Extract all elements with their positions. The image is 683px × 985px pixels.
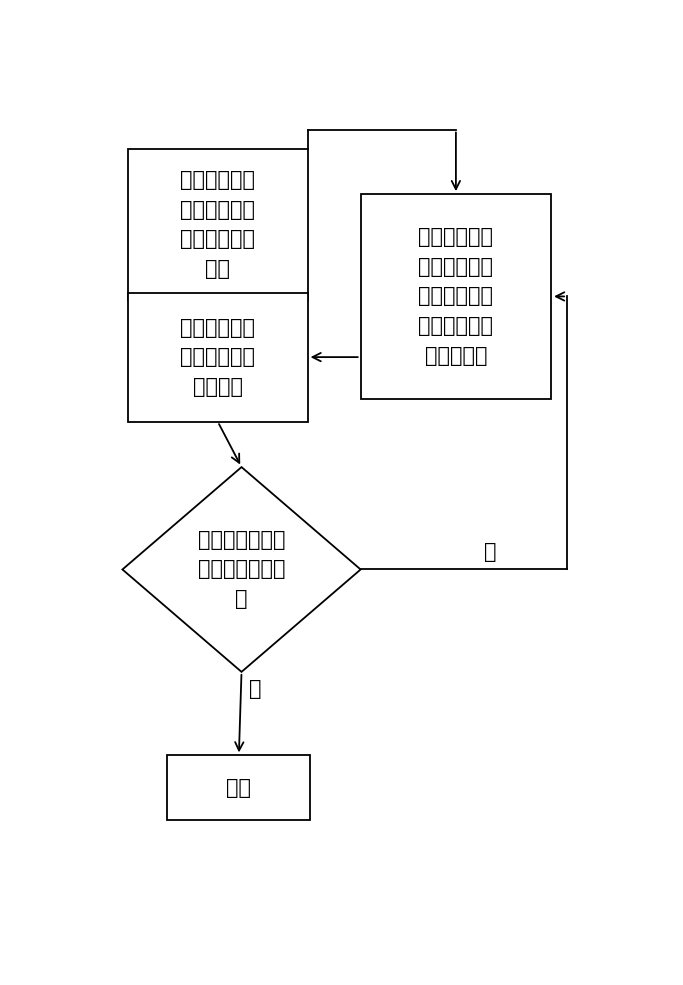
Text: 否: 否: [484, 542, 497, 561]
Text: 获取带宽内晶
体管的初始等
功率圆和等效
率圆: 获取带宽内晶 体管的初始等 功率圆和等效 率圆: [180, 170, 255, 279]
Polygon shape: [122, 467, 361, 672]
Text: 基于限定的阻
抗解空间设计
匹配网络: 基于限定的阻 抗解空间设计 匹配网络: [180, 317, 255, 397]
FancyBboxPatch shape: [167, 755, 310, 820]
FancyBboxPatch shape: [128, 149, 308, 300]
FancyBboxPatch shape: [128, 293, 308, 422]
Text: 结束: 结束: [226, 777, 251, 798]
Text: 是: 是: [249, 680, 262, 699]
Text: 综合考虑效率
和功率，利用
数学工具处理
数据，限定合
理的解空间: 综合考虑效率 和功率，利用 数学工具处理 数据，限定合 理的解空间: [419, 228, 493, 365]
FancyBboxPatch shape: [361, 194, 551, 399]
Text: 功放的整体性能
是否满足设计要
求: 功放的整体性能 是否满足设计要 求: [198, 530, 285, 609]
